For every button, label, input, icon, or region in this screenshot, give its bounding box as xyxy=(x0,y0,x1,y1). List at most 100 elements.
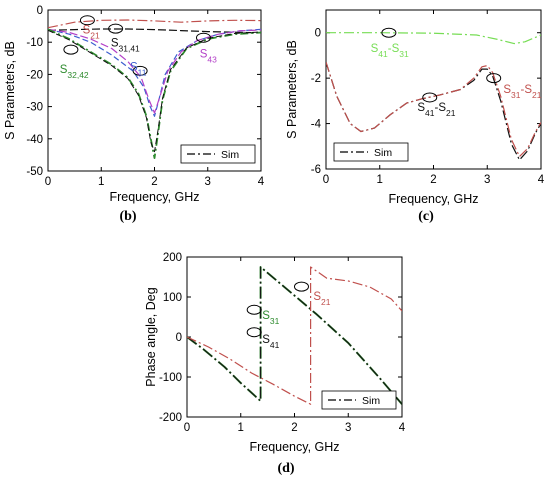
series-group xyxy=(326,32,541,161)
series-annotation: S11 xyxy=(130,62,147,78)
annotation-subscript: 31,41 xyxy=(119,43,141,53)
annotation-text: -S xyxy=(435,102,447,114)
x-axis-label: Frequency, GHz xyxy=(249,440,339,454)
annotation-subscript: 32,42 xyxy=(67,70,89,80)
annotation-subscript: 21 xyxy=(321,297,331,307)
series-annotation: S21 xyxy=(83,25,100,41)
series-marker-ellipse xyxy=(108,23,124,34)
series-annotation: S43 xyxy=(200,49,217,65)
x-tick-label: 4 xyxy=(258,176,265,188)
y-tick-label: -10 xyxy=(26,37,43,49)
y-tick-label: -6 xyxy=(311,164,321,176)
x-tick-label: 3 xyxy=(345,422,351,434)
x-tick-label: 4 xyxy=(538,174,545,186)
series-annotation: S41-S21 xyxy=(417,102,455,118)
y-tick-label: -4 xyxy=(311,119,322,131)
y-tick-label: -40 xyxy=(26,134,43,146)
panel-c: 0 1 2 3 4 0 -2 -4 -6 Frequency, GHz S Parameters, … xyxy=(285,9,545,224)
annotation-text: S xyxy=(111,37,119,49)
annotation-subscript: 41 xyxy=(425,108,435,118)
y-tick-label: -200 xyxy=(159,412,182,424)
series-annotation: S41-S31 xyxy=(371,43,409,59)
annotation-subscript: 31 xyxy=(270,316,280,326)
legend: Sim xyxy=(321,390,397,410)
x-tick-label: 1 xyxy=(98,176,104,188)
legend-box xyxy=(180,144,256,164)
panel-b: 0 1 2 3 4 0 -10 -20 -30 -40 -50 Frequency, GHz S Par… xyxy=(3,5,265,224)
y-axis-label: S Parameters, dB xyxy=(3,41,17,140)
series-annotation: S41 xyxy=(262,334,279,350)
legend-box xyxy=(321,390,397,410)
series-annotation: S32,42 xyxy=(60,64,89,80)
legend: Sim xyxy=(180,144,256,164)
annotation-text: S xyxy=(262,334,270,346)
annotation-text: S xyxy=(503,84,511,96)
annotation-text: S xyxy=(371,43,379,55)
x-tick-label: 2 xyxy=(151,176,157,188)
y-axis-label: Phase angle, Deg xyxy=(144,287,158,386)
annotation-subscript: 31 xyxy=(511,90,521,100)
series-marker-ellipse xyxy=(63,44,79,55)
x-tick-label: 0 xyxy=(45,176,51,188)
annotation-subscript: 21 xyxy=(90,31,100,41)
series-group xyxy=(187,266,402,405)
x-tick-label: 3 xyxy=(484,174,490,186)
annotation-subscript: 43 xyxy=(207,55,217,65)
legend-box xyxy=(333,142,409,162)
series-group xyxy=(48,19,261,160)
legend-label: Sim xyxy=(221,149,239,161)
x-tick-label: 4 xyxy=(399,422,406,434)
annotation-subscript: 21 xyxy=(446,108,456,118)
annotation-subscript: 41 xyxy=(270,340,280,350)
x-tick-label: 2 xyxy=(430,174,436,186)
series-marker-ellipse xyxy=(246,327,262,338)
series-line-s42 xyxy=(48,29,261,153)
annotation-text: S xyxy=(313,291,321,303)
series-line-s31-s21 xyxy=(326,62,541,158)
x-tick-label: 0 xyxy=(184,422,190,434)
panel-label: (d) xyxy=(277,461,294,476)
panel-d: 0 1 2 3 4 200 100 0 -100 -200 Frequency, GHz Phase … xyxy=(144,252,406,476)
x-tick-label: 2 xyxy=(291,422,297,434)
series-marker-ellipse xyxy=(132,65,148,76)
series-marker-ellipse xyxy=(79,15,95,26)
series-annotation: S31-S21 xyxy=(503,84,541,100)
legend-label: Sim xyxy=(362,395,380,407)
annotation-subscript: 21 xyxy=(532,90,542,100)
y-tick-label: 0 xyxy=(315,28,321,40)
series-line-s21 xyxy=(187,266,402,405)
series-annotation: S21 xyxy=(313,291,330,307)
annotation-subscript: 11 xyxy=(138,68,147,78)
series-line-s32 xyxy=(48,28,261,160)
series-marker-ellipse xyxy=(293,281,309,292)
x-axis-label: Frequency, GHz xyxy=(109,190,199,204)
series-line-s41 xyxy=(187,266,402,405)
y-tick-label: 0 xyxy=(176,332,182,344)
series-line-s41-s31 xyxy=(326,32,541,45)
x-axis-label: Frequency, GHz xyxy=(388,192,478,206)
annotation-text: S xyxy=(60,64,68,76)
y-axis-label: S Parameters, dB xyxy=(285,40,299,139)
annotation-text: S xyxy=(417,102,425,114)
annotation-text: S xyxy=(83,25,91,37)
series-marker-ellipse xyxy=(486,73,502,84)
series-line-s43 xyxy=(48,28,261,114)
legend-label: Sim xyxy=(374,147,392,159)
annotation-text: S xyxy=(130,62,138,74)
series-marker-ellipse xyxy=(246,304,262,315)
y-tick-label: 100 xyxy=(163,292,182,304)
series-marker-ellipse xyxy=(422,92,438,103)
y-tick-label: 200 xyxy=(163,252,182,264)
y-tick-label: 0 xyxy=(37,5,43,17)
annotation-text: S xyxy=(262,310,270,322)
y-tick-label: -50 xyxy=(26,166,43,178)
series-annotation: S31 xyxy=(262,310,279,326)
panel-label: (b) xyxy=(119,209,136,224)
series-marker-ellipse xyxy=(195,32,211,43)
legend: Sim xyxy=(333,142,409,162)
x-tick-label: 1 xyxy=(238,422,244,434)
series-line-s31 xyxy=(48,28,261,34)
panel-label: (c) xyxy=(418,209,434,224)
annotation-text: -S xyxy=(521,84,533,96)
